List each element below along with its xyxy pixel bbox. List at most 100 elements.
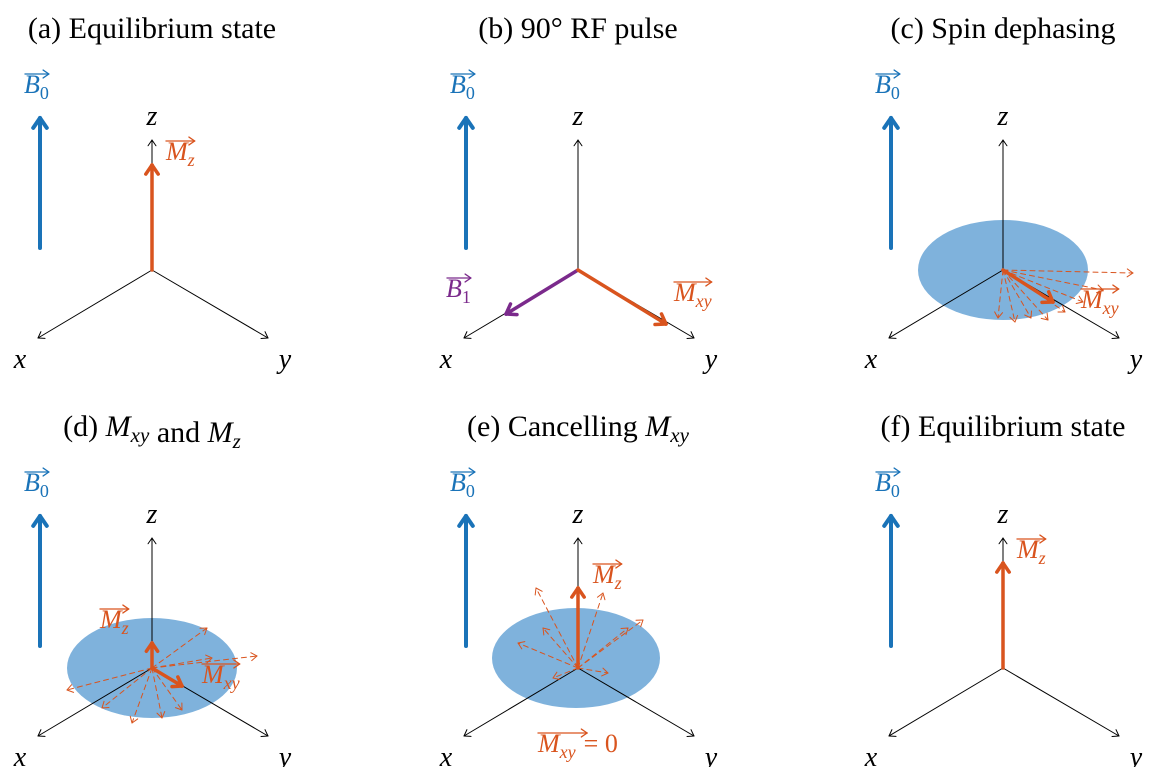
line bbox=[130, 716, 132, 723]
text-part: xy bbox=[669, 423, 689, 447]
vector-label: B0 bbox=[450, 70, 475, 103]
vector-label: Mz bbox=[592, 560, 622, 593]
text-part: 0 bbox=[891, 481, 900, 501]
line bbox=[578, 538, 582, 544]
text-part: y bbox=[276, 344, 292, 375]
text-part: x bbox=[439, 742, 453, 767]
line bbox=[172, 686, 182, 687]
axis-label: x bbox=[439, 344, 453, 375]
line bbox=[603, 593, 605, 600]
text-part: y bbox=[1127, 742, 1143, 767]
vector-label: B0 bbox=[24, 468, 49, 501]
text-part: 1 bbox=[462, 287, 471, 307]
panel-title: (c) Spin dephasing bbox=[891, 12, 1116, 45]
vector-label: B1 bbox=[446, 274, 471, 307]
line bbox=[535, 588, 536, 595]
axis-label: x bbox=[13, 344, 27, 375]
text-part: z bbox=[614, 573, 622, 593]
text-part: 0 bbox=[466, 83, 475, 103]
text-part: M bbox=[207, 416, 235, 449]
line bbox=[1003, 538, 1007, 544]
text-part: (b) 90° RF pulse bbox=[478, 12, 678, 45]
axis-label: y bbox=[702, 742, 718, 767]
axis-label: y bbox=[276, 742, 292, 767]
text-part: x bbox=[864, 344, 878, 375]
vector-label: Mxy bbox=[1080, 285, 1119, 318]
vector-label: Mz bbox=[165, 137, 195, 170]
vector-label: Mz bbox=[99, 605, 129, 638]
text-part: z bbox=[146, 101, 158, 132]
text-part: M bbox=[644, 410, 672, 443]
text-part: z bbox=[997, 499, 1009, 530]
text-part: xy bbox=[223, 673, 240, 693]
text-part: y bbox=[1127, 344, 1143, 375]
axis-label: x bbox=[864, 742, 878, 767]
panel-title: (d) Mxy and Mz bbox=[63, 410, 241, 453]
text-part: xy bbox=[1102, 298, 1119, 318]
text-part: 0 bbox=[466, 481, 475, 501]
panel-title: (f) Equilibrium state bbox=[881, 410, 1126, 443]
text-part: (c) Spin dephasing bbox=[891, 12, 1116, 45]
text-part: x bbox=[439, 344, 453, 375]
text-part: (d) bbox=[63, 410, 105, 443]
axis-label: y bbox=[276, 344, 292, 375]
line bbox=[574, 140, 578, 146]
text-part: M bbox=[105, 410, 133, 443]
text-part: y bbox=[702, 742, 718, 767]
vector-label: Mz bbox=[1016, 535, 1046, 568]
diagram: (a) Equilibrium stateB0xyzMz(b) 90° RF p… bbox=[0, 0, 1152, 767]
axis-label: x bbox=[439, 742, 453, 767]
text-part: and bbox=[149, 416, 207, 449]
panel-title: (a) Equilibrium state bbox=[28, 12, 276, 45]
line bbox=[38, 270, 152, 338]
text-part: z bbox=[232, 429, 241, 453]
line bbox=[102, 707, 109, 708]
line bbox=[148, 140, 152, 146]
text-part: z bbox=[1038, 548, 1046, 568]
vector-label: B0 bbox=[875, 70, 900, 103]
axis-label: y bbox=[702, 344, 718, 375]
line bbox=[574, 538, 578, 544]
text-part: (e) Cancelling bbox=[467, 410, 645, 443]
axis-label: x bbox=[864, 344, 878, 375]
axis-label: z bbox=[572, 101, 584, 132]
axis-label: y bbox=[1127, 344, 1143, 375]
text-part: z bbox=[187, 150, 195, 170]
text-part: 0 bbox=[40, 83, 49, 103]
axis-label: z bbox=[572, 499, 584, 530]
text-part: (f) Equilibrium state bbox=[881, 410, 1126, 443]
line bbox=[999, 538, 1003, 544]
vector-label: B0 bbox=[875, 468, 900, 501]
line bbox=[1127, 269, 1133, 273]
text-part: (a) Equilibrium state bbox=[28, 12, 276, 45]
line bbox=[152, 538, 156, 544]
line bbox=[536, 588, 542, 591]
panel-title: (e) Cancelling Mxy bbox=[467, 410, 690, 447]
axis-label: z bbox=[146, 101, 158, 132]
line bbox=[1003, 140, 1007, 146]
line bbox=[999, 140, 1003, 146]
line bbox=[506, 270, 578, 314]
line bbox=[641, 620, 643, 627]
text-part: 0 bbox=[891, 83, 900, 103]
line bbox=[152, 270, 268, 338]
text-part: z bbox=[121, 618, 129, 638]
line bbox=[621, 628, 628, 629]
line bbox=[152, 140, 156, 146]
text-part: z bbox=[146, 499, 158, 530]
line bbox=[148, 538, 152, 544]
line bbox=[67, 690, 74, 692]
text-part: x bbox=[13, 742, 27, 767]
text-part: y bbox=[702, 344, 718, 375]
text-part: z bbox=[572, 499, 584, 530]
vector-label: Mxy= 0 bbox=[537, 729, 618, 762]
line bbox=[1127, 273, 1133, 277]
text-part: z bbox=[997, 101, 1009, 132]
vector-label: B0 bbox=[450, 468, 475, 501]
text-part: xy bbox=[130, 423, 150, 447]
disc bbox=[492, 608, 660, 708]
vector-label: Mxy bbox=[673, 278, 712, 311]
text-part: xy bbox=[559, 742, 576, 762]
vector-label: B0 bbox=[24, 70, 49, 103]
line bbox=[578, 270, 666, 324]
